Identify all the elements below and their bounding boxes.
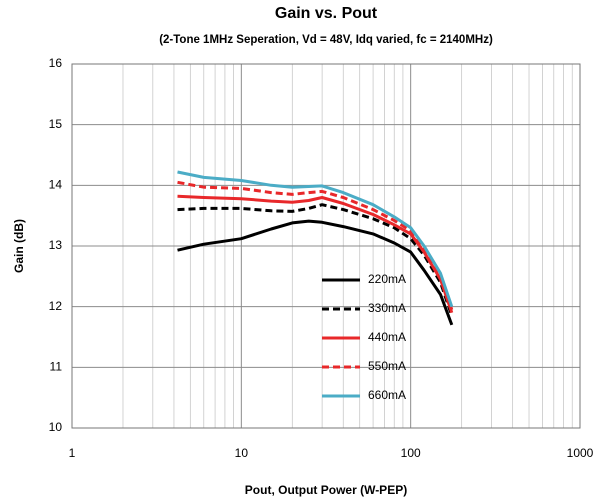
series-line bbox=[177, 170, 454, 308]
y-tick-label: 12 bbox=[49, 299, 63, 313]
legend-label: 220mA bbox=[368, 272, 406, 286]
y-tick-label: 13 bbox=[49, 238, 63, 252]
x-tick-label: 10 bbox=[235, 446, 249, 460]
y-tick-label: 16 bbox=[49, 56, 63, 70]
x-axis-label: Pout, Output Power (W-PEP) bbox=[245, 483, 407, 497]
y-tick-label: 10 bbox=[49, 420, 63, 434]
y-tick-label: 11 bbox=[50, 360, 63, 374]
series-line bbox=[177, 219, 454, 326]
series-line bbox=[177, 194, 454, 314]
x-tick-label: 1 bbox=[69, 446, 76, 460]
legend-label: 660mA bbox=[368, 388, 406, 402]
x-tick-label: 100 bbox=[401, 446, 421, 460]
legend-label: 550mA bbox=[368, 359, 406, 373]
series-line bbox=[177, 203, 454, 317]
legend-label: 440mA bbox=[368, 330, 406, 344]
series-line bbox=[177, 180, 454, 311]
plot-frame bbox=[71, 63, 581, 429]
y-tick-label: 15 bbox=[49, 117, 63, 131]
y-tick-label: 14 bbox=[49, 178, 63, 192]
chart-subtitle: (2-Tone 1MHz Seperation, Vd = 48V, Idq v… bbox=[159, 34, 493, 46]
x-tick-label: 1000 bbox=[567, 446, 594, 460]
y-axis-label: Gain (dB) bbox=[12, 219, 26, 273]
chart-title: Gain vs. Pout bbox=[275, 5, 378, 22]
legend-label: 330mA bbox=[368, 301, 406, 315]
